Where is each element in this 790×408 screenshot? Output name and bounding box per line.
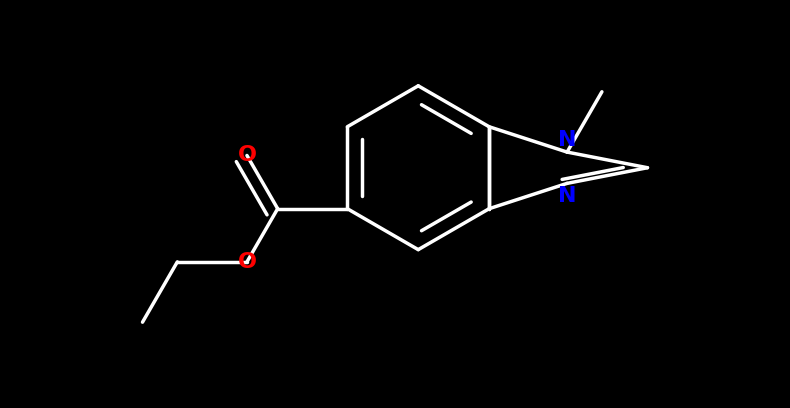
Text: N: N: [558, 186, 577, 206]
Text: N: N: [558, 130, 577, 150]
Text: O: O: [238, 252, 257, 272]
Text: O: O: [238, 146, 257, 166]
